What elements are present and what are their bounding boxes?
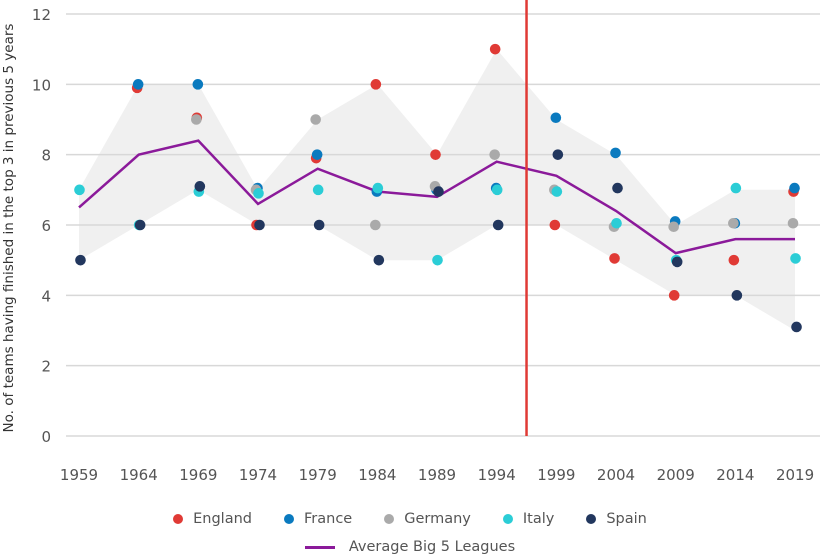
data-point-italy: [372, 182, 384, 194]
y-axis-ticks: 0 2 4 6 8 10 12: [32, 6, 51, 446]
data-point-england: [370, 79, 382, 90]
legend-average: Average Big 5 Leagues: [0, 538, 820, 556]
data-point-spain: [492, 219, 504, 231]
data-point-spain: [194, 181, 206, 192]
legend-item-italy[interactable]: Italy: [502, 511, 555, 527]
data-point-france: [789, 182, 800, 194]
y-tick-label: 6: [41, 217, 51, 235]
x-tick-label: 1969: [179, 466, 217, 484]
y-tick-label: 4: [41, 287, 51, 305]
x-tick-label: 1994: [478, 466, 516, 484]
y-tick-label: 10: [32, 76, 51, 94]
x-tick-label: 1974: [239, 466, 277, 484]
data-point-germany: [728, 217, 739, 229]
legend-dot-icon: [586, 514, 597, 524]
data-point-france: [192, 79, 204, 90]
data-point-italy: [790, 253, 801, 264]
data-point-italy: [611, 217, 622, 229]
data-point-italy: [74, 184, 85, 196]
data-point-germany: [310, 114, 321, 125]
x-tick-label: 2004: [597, 466, 635, 484]
data-point-spain: [791, 321, 802, 333]
data-point-spain: [254, 219, 265, 231]
legend-dot-icon: [284, 514, 294, 524]
y-tick-label: 0: [41, 428, 51, 446]
data-point-england: [668, 290, 680, 301]
y-tick-label: 8: [41, 147, 51, 165]
legend-item-germany[interactable]: Germany: [384, 511, 471, 527]
data-point-italy: [432, 254, 443, 266]
x-tick-label: 1979: [299, 466, 337, 484]
data-point-germany: [489, 149, 500, 160]
data-point-france: [311, 149, 323, 160]
legend: England France Germany Italy Spain: [0, 509, 820, 529]
legend-item-average[interactable]: Average Big 5 Leagues: [304, 539, 516, 555]
legend-dot-icon: [384, 514, 395, 524]
data-point-spain: [731, 290, 743, 301]
data-point-spain: [313, 219, 325, 231]
data-point-spain: [75, 254, 86, 266]
data-point-italy: [491, 184, 503, 196]
legend-line-icon: [304, 545, 335, 549]
legend-dot-icon: [173, 514, 184, 524]
data-point-england: [609, 253, 620, 264]
x-tick-label: 1989: [418, 466, 456, 484]
data-point-spain: [552, 149, 564, 160]
data-point-germany: [370, 219, 381, 231]
data-point-germany: [668, 221, 679, 233]
legend-item-france[interactable]: France: [284, 511, 352, 527]
y-tick-label: 2: [41, 358, 51, 376]
data-point-spain: [134, 219, 146, 231]
average-line-layer: [78, 139, 795, 255]
data-point-spain: [373, 254, 385, 266]
data-point-italy: [551, 186, 563, 197]
x-tick-label: 1999: [537, 466, 575, 484]
average-line: [78, 139, 795, 255]
data-points: [74, 43, 802, 333]
data-point-england: [430, 149, 441, 160]
x-tick-label: 1984: [358, 466, 396, 484]
legend-dot-icon: [502, 514, 513, 524]
x-tick-label: 2019: [776, 466, 814, 484]
data-point-france: [132, 79, 144, 90]
data-point-england: [489, 43, 501, 55]
data-point-france: [610, 147, 621, 159]
legend-label: Italy: [522, 511, 555, 527]
data-point-italy: [312, 184, 324, 196]
data-point-spain: [433, 186, 444, 197]
data-point-england: [549, 219, 561, 231]
legend-label: England: [193, 511, 252, 527]
x-tick-label: 1959: [60, 466, 98, 484]
legend-label: France: [304, 511, 353, 527]
data-point-germany: [191, 114, 202, 125]
y-axis-label: No. of teams having finished in the top …: [1, 24, 17, 433]
x-tick-label: 1964: [120, 466, 158, 484]
legend-item-spain[interactable]: Spain: [586, 511, 647, 527]
data-point-spain: [612, 182, 623, 194]
x-tick-label: 2009: [657, 466, 695, 484]
data-point-spain: [671, 256, 683, 268]
data-point-italy: [253, 188, 264, 199]
x-tick-label: 2014: [716, 466, 754, 484]
x-axis-ticks: 1959 1964 1969 1974 1979 1984 1989 1994 1999 2004…: [60, 466, 814, 484]
legend-label: Average Big 5 Leagues: [348, 539, 516, 555]
data-point-germany: [787, 217, 799, 229]
gridlines: [66, 13, 820, 437]
legend-label: Germany: [404, 511, 471, 527]
data-point-italy: [730, 182, 742, 194]
y-tick-label: 12: [32, 6, 51, 24]
legend-label: Spain: [606, 511, 647, 527]
data-point-france: [550, 112, 562, 124]
legend-item-england[interactable]: England: [173, 511, 252, 527]
data-point-england: [728, 254, 740, 266]
